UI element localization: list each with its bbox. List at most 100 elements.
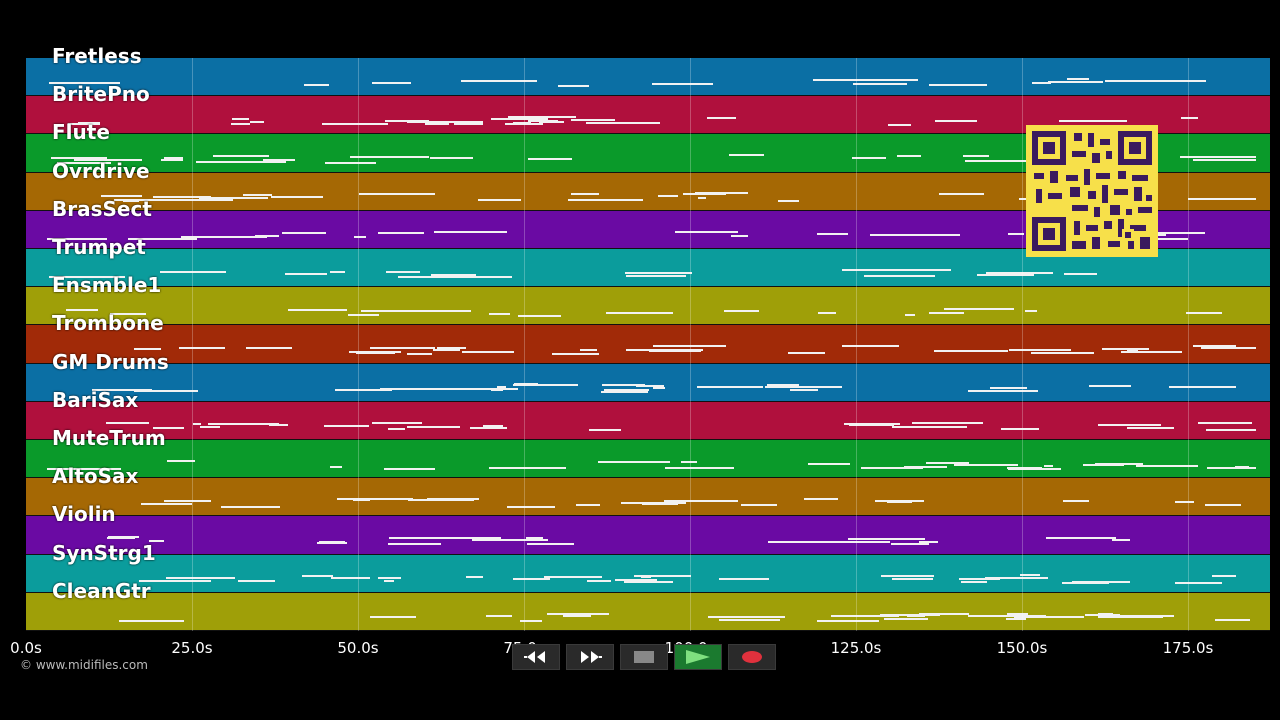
- note-bar: [192, 422, 201, 425]
- note-bar: [433, 349, 460, 352]
- note-bar: [356, 352, 396, 355]
- note-bar: [347, 313, 380, 316]
- note-bar: [505, 123, 520, 126]
- note-bar: [316, 542, 347, 545]
- note-bar: [213, 154, 270, 157]
- note-bar: [968, 614, 1047, 617]
- note-bar: [407, 425, 461, 428]
- note-bar: [919, 540, 938, 543]
- note-bar: [890, 234, 960, 237]
- note-bar: [490, 389, 503, 392]
- track-name: Trombone: [52, 311, 164, 336]
- track-name: Violin: [52, 502, 116, 527]
- note-bar: [1169, 386, 1230, 389]
- note-bar: [490, 118, 548, 121]
- note-bar: [181, 236, 221, 239]
- note-bar: [718, 619, 780, 622]
- note-bar: [625, 272, 692, 274]
- record-button[interactable]: [728, 644, 776, 670]
- note-bar: [904, 314, 916, 317]
- note-bar: [451, 388, 519, 391]
- note-bar: [664, 466, 735, 469]
- stop-icon: [634, 651, 654, 663]
- track-name: Ensmble1: [52, 273, 162, 298]
- note-bar: [1197, 422, 1253, 425]
- note-bar: [1031, 352, 1094, 355]
- note-bar: [788, 351, 825, 354]
- fast-forward-button[interactable]: [566, 644, 614, 670]
- note-bar: [1156, 233, 1166, 236]
- play-button[interactable]: [674, 644, 722, 670]
- track-name: CleanGtr: [52, 578, 151, 603]
- note-bar: [330, 466, 343, 469]
- stop-button[interactable]: [620, 644, 668, 670]
- note-bar: [153, 196, 211, 199]
- note-bar: [635, 384, 665, 387]
- note-bar: [860, 78, 919, 81]
- note-bar: [718, 578, 769, 581]
- note-bar: [1098, 616, 1163, 619]
- note-bar: [816, 619, 879, 622]
- note-bar: [890, 543, 929, 546]
- note-bar: [322, 122, 388, 125]
- note-bar: [513, 578, 551, 581]
- note-bar: [1006, 613, 1029, 616]
- note-bar: [841, 268, 911, 271]
- note-bar: [962, 154, 989, 157]
- note-bar: [587, 579, 612, 582]
- note-bar: [407, 352, 433, 355]
- note-bar: [884, 617, 929, 620]
- note-bar: [287, 308, 347, 311]
- track-lane: [26, 478, 1270, 517]
- note-bar: [1206, 429, 1256, 432]
- note-bar: [168, 199, 234, 202]
- note-bar: [1032, 82, 1051, 85]
- note-bar: [1187, 197, 1256, 200]
- note-bar: [127, 237, 198, 240]
- note-bar: [348, 350, 401, 353]
- note-bar: [114, 199, 185, 202]
- note-bar: [1046, 536, 1116, 539]
- note-bar: [929, 312, 964, 315]
- note-bar: [580, 349, 598, 352]
- note-bar: [912, 421, 983, 424]
- record-icon: [742, 651, 762, 663]
- note-bar: [652, 345, 727, 348]
- track-name: BritePno: [52, 82, 150, 107]
- note-bar: [928, 84, 987, 87]
- note-bar: [576, 504, 601, 507]
- note-bar: [520, 619, 542, 622]
- play-icon: [686, 650, 710, 664]
- note-bar: [324, 161, 350, 164]
- note-bar: [633, 574, 691, 577]
- note-bar: [514, 383, 538, 386]
- note-bar: [166, 576, 235, 579]
- track-name: BrasSect: [52, 196, 152, 221]
- track-name: Fretless: [52, 44, 142, 68]
- note-bar: [453, 122, 484, 125]
- note-bar: [1024, 310, 1037, 313]
- note-bar: [507, 505, 555, 508]
- fast-forward-icon: [581, 651, 602, 663]
- note-bar: [330, 271, 345, 274]
- track-name: BariSax: [52, 387, 139, 412]
- grid-line: [1022, 58, 1023, 631]
- note-bar: [1179, 155, 1256, 158]
- note-bar: [1014, 615, 1084, 618]
- note-bar: [517, 314, 561, 317]
- note-bar: [984, 576, 1048, 579]
- note-bar: [526, 542, 574, 545]
- note-bar: [892, 577, 934, 580]
- note-bar: [603, 389, 650, 392]
- note-bar: [164, 499, 211, 502]
- note-bar: [1151, 614, 1165, 617]
- note-bar: [880, 575, 934, 578]
- note-bar: [67, 122, 100, 125]
- note-bar: [944, 308, 1015, 311]
- note-bar: [319, 541, 345, 544]
- note-bar: [730, 234, 749, 237]
- note-bar: [623, 580, 674, 583]
- rewind-button[interactable]: [512, 644, 560, 670]
- note-bar: [694, 192, 749, 195]
- note-bar: [436, 347, 466, 350]
